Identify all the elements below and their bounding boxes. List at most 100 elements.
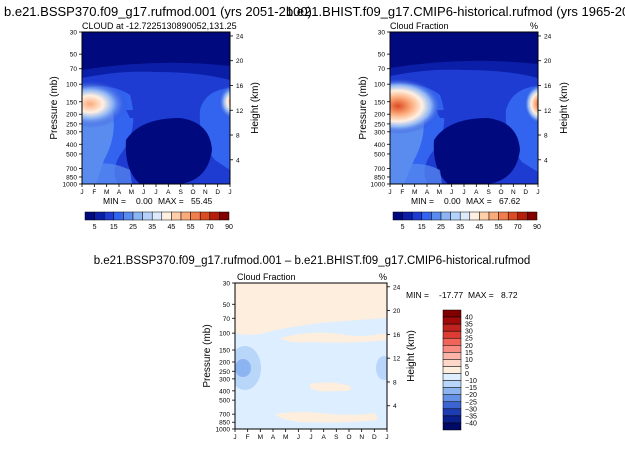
colorbar-label: 5 <box>401 224 405 231</box>
pressure-tick-label: 50 <box>223 302 231 309</box>
pressure-tick-label: 700 <box>219 412 230 419</box>
panel-3-min-label: MIN = <box>406 290 429 300</box>
colorbar-swatch <box>94 211 105 221</box>
month-tick-label: O <box>190 189 195 196</box>
colorbar-label: 35 <box>456 224 464 231</box>
colorbar-label: 40 <box>465 315 473 322</box>
height-tick-label: 12 <box>236 108 244 115</box>
colorbar-label: 45 <box>476 224 484 231</box>
colorbar-label: −20 <box>465 392 477 399</box>
month-tick-label: J <box>297 434 300 441</box>
colorbar-swatch <box>459 211 471 221</box>
colorbar-swatch <box>440 211 451 221</box>
colorbar-swatch <box>84 211 95 221</box>
panel-3-ylabel-right: Height (km) <box>406 330 417 382</box>
month-tick-label: A <box>166 189 171 196</box>
colorbar-swatch <box>113 211 124 221</box>
month-tick-label: J <box>80 189 83 196</box>
colorbar-swatch <box>442 309 462 318</box>
panel-1-title: b.e21.BSSP370.f09_g17.rufmod.001 (yrs 20… <box>4 4 312 19</box>
height-tick-label: 12 <box>393 356 401 363</box>
panel-1-subtitle: CLOUD at -12.7225130890052,131.25 <box>82 21 237 31</box>
panel-2-ylabel-right: Height (km) <box>559 82 570 134</box>
colorbar-swatch <box>199 211 211 221</box>
colorbar-swatch <box>123 211 134 221</box>
height-tick-label: 20 <box>393 308 401 315</box>
pressure-tick-label: 70 <box>378 66 386 73</box>
colorbar-swatch <box>151 211 163 221</box>
panel-2-colorbar: 5 15 25 35 45 55 70 90 <box>392 211 541 231</box>
month-tick-label: M <box>258 434 263 441</box>
panel-3-max-label: MAX = <box>468 290 494 300</box>
colorbar-swatch <box>442 387 462 395</box>
colorbar-label: 45 <box>168 224 176 231</box>
colorbar-label: 55 <box>187 224 195 231</box>
colorbar-label: −15 <box>465 385 477 392</box>
colorbar-swatch <box>209 211 220 221</box>
colorbar-swatch <box>442 408 462 417</box>
pressure-tick-label: 1000 <box>216 427 231 434</box>
colorbar-swatch <box>442 401 462 410</box>
pressure-tick-label: 100 <box>66 82 77 89</box>
pressure-tick-label: 500 <box>374 151 385 158</box>
pressure-tick-label: 250 <box>66 121 77 128</box>
panel-2-title: b.e21.BHIST.f09_g17.CMIP6-historical.ruf… <box>286 4 625 19</box>
colorbar-swatch <box>442 366 462 374</box>
colorbar-label: 55 <box>495 224 503 231</box>
panel-2-min-label: MIN = <box>411 196 434 206</box>
pressure-tick-label: 700 <box>66 166 77 173</box>
height-tick-label: 4 <box>236 157 240 164</box>
month-tick-label: A <box>425 189 430 196</box>
month-tick-label: J <box>228 189 231 196</box>
pressure-tick-label: 200 <box>66 112 77 119</box>
height-tick-label: 8 <box>544 133 548 140</box>
month-tick-label: J <box>142 189 145 196</box>
month-tick-label: J <box>536 189 539 196</box>
panel-1-min-label: MIN = <box>103 196 126 206</box>
height-tick-label: 8 <box>393 379 397 386</box>
pressure-tick-label: 100 <box>374 82 385 89</box>
month-tick-label: A <box>474 189 479 196</box>
colorbar-swatch <box>180 211 191 221</box>
colorbar-swatch <box>431 211 442 221</box>
colorbar-swatch <box>469 211 480 221</box>
colorbar-swatch <box>507 211 519 221</box>
month-tick-label: S <box>486 189 491 196</box>
month-tick-label: M <box>412 189 417 196</box>
colorbar-label: 90 <box>533 224 541 231</box>
height-tick-label: 12 <box>544 108 552 115</box>
height-tick-label: 4 <box>393 403 397 410</box>
colorbar-swatch <box>442 394 462 403</box>
month-tick-label: S <box>178 189 183 196</box>
pressure-tick-label: 150 <box>66 99 77 106</box>
height-tick-label: 20 <box>544 58 552 65</box>
panel-3-title: b.e21.BSSP370.f09_g17.rufmod.001 – b.e21… <box>94 255 531 267</box>
pressure-tick-label: 500 <box>219 398 230 405</box>
height-tick-label: 20 <box>236 58 244 65</box>
pressure-tick-label: 30 <box>378 30 386 37</box>
panel-3-height-ticks: 24 20 16 12 8 4 <box>387 284 401 410</box>
colorbar-swatch <box>442 337 462 346</box>
colorbar-label: 0 <box>465 371 469 378</box>
panel-3-field <box>235 283 387 429</box>
height-tick-label: 16 <box>393 332 401 339</box>
pressure-tick-label: 70 <box>223 316 231 323</box>
pressure-tick-label: 300 <box>374 129 385 136</box>
colorbar-swatch <box>488 211 499 221</box>
colorbar-swatch <box>442 345 462 353</box>
month-tick-label: J <box>154 189 157 196</box>
pressure-tick-label: 70 <box>70 66 78 73</box>
colorbar-label: 10 <box>465 357 473 364</box>
pressure-tick-label: 400 <box>374 142 385 149</box>
height-tick-label: 4 <box>544 157 548 164</box>
panel-1-ylabel: Pressure (mb) <box>49 76 60 139</box>
pressure-tick-label: 50 <box>70 52 78 59</box>
colorbar-swatch <box>442 352 462 360</box>
colorbar-label: 15 <box>418 224 426 231</box>
colorbar-label: 5 <box>465 364 469 371</box>
colorbar-swatch <box>450 211 461 221</box>
colorbar-label: 90 <box>225 224 233 231</box>
